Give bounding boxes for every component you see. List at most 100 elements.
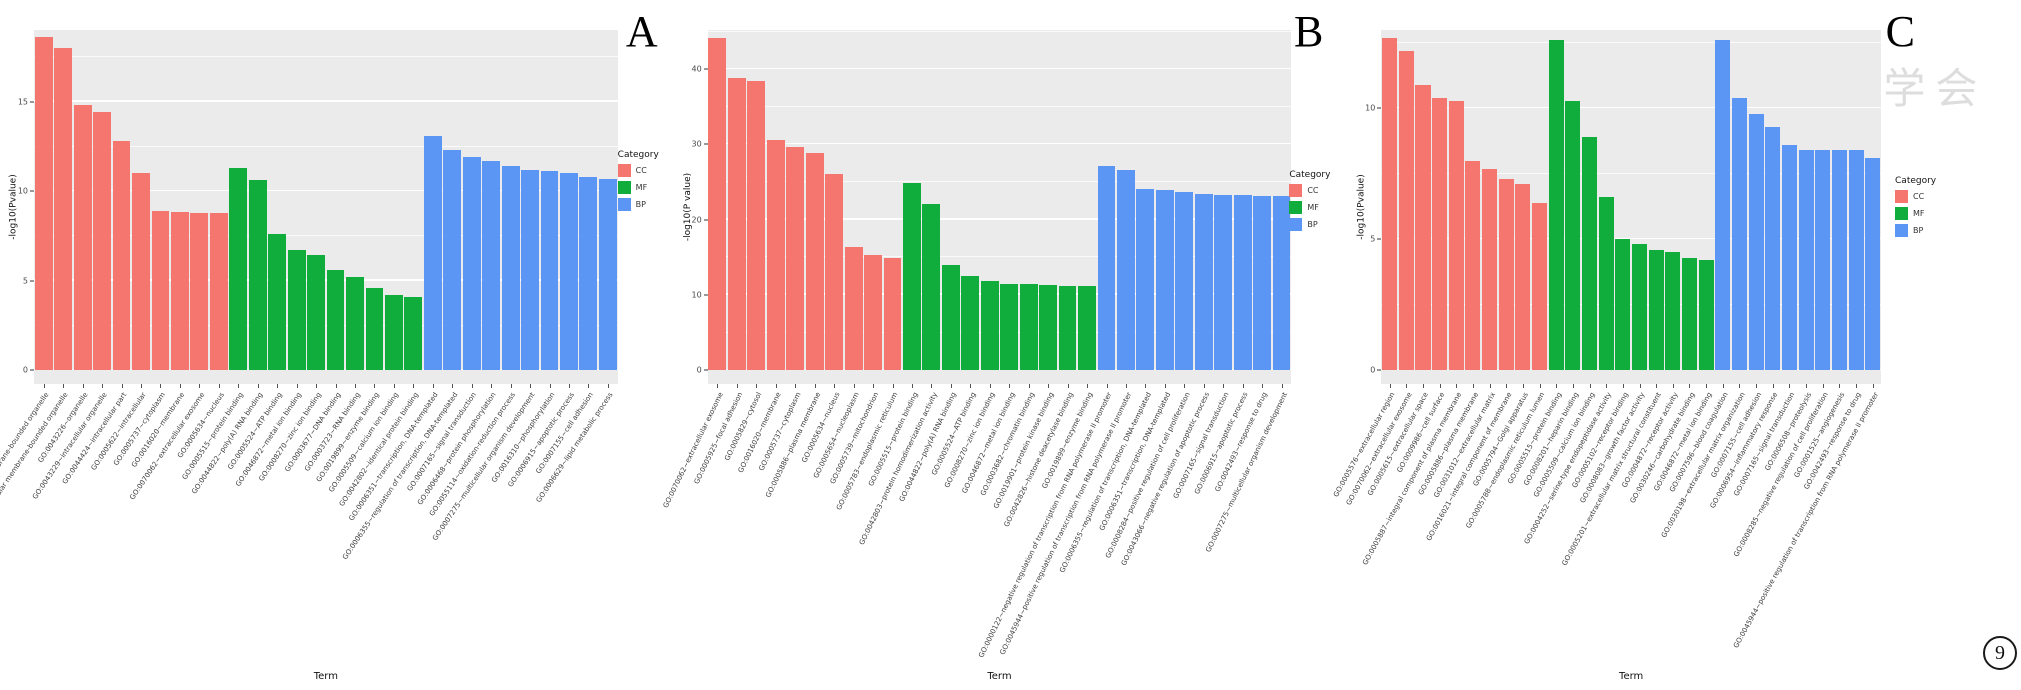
x-tick-mark	[121, 384, 123, 388]
x-tick-mark	[316, 384, 318, 388]
x-tick-mark	[43, 384, 45, 388]
gridline-minor	[707, 30, 1292, 32]
bar-cc	[209, 212, 228, 370]
x-tick-mark	[199, 384, 201, 388]
legend-swatch-bp	[617, 198, 631, 211]
bar-bp	[1214, 194, 1233, 370]
bar-mf	[1548, 40, 1564, 370]
legend-label: MF	[1913, 209, 1925, 218]
y-axis-title: -log10(Pvalue)	[8, 30, 20, 384]
x-tick-mark	[1164, 384, 1166, 388]
x-tick-mark	[1739, 384, 1741, 388]
gridline-major	[707, 293, 1292, 295]
bar-bp	[1116, 169, 1135, 370]
y-tick-label: 5	[1370, 234, 1376, 244]
x-tick-mark	[413, 384, 415, 388]
bar-cc	[883, 257, 902, 370]
bar-mf	[1665, 252, 1681, 370]
bar-bp	[560, 173, 578, 370]
x-tick-mark	[834, 384, 836, 388]
bar-mf	[922, 203, 941, 370]
gridline-major	[707, 67, 1292, 70]
bar-mf	[941, 265, 960, 370]
x-tick-mark	[530, 384, 532, 388]
x-axis-title: Term	[313, 671, 338, 682]
x-tick-mark	[1722, 384, 1724, 388]
x-tick-mark	[853, 384, 855, 388]
bar-mf	[961, 275, 980, 370]
legend-label: BP	[1913, 226, 1924, 235]
x-tick-mark	[238, 384, 240, 388]
legend-title: Category	[1289, 170, 1331, 180]
bar-bp	[1798, 150, 1814, 370]
x-tick-mark	[1689, 384, 1691, 388]
x-tick-mark	[1184, 384, 1186, 388]
legend: Category CC MF BP	[1895, 176, 1949, 241]
gridline-major	[34, 100, 618, 102]
legend-label: MF	[1307, 203, 1319, 212]
bar-bp	[1865, 158, 1881, 370]
x-tick-mark	[1281, 384, 1283, 388]
y-tick-mark	[703, 143, 708, 145]
x-tick-mark	[1556, 384, 1558, 388]
legend-title: Category	[617, 150, 659, 160]
bar-mf	[1698, 260, 1714, 370]
bar-bp	[1272, 195, 1291, 370]
x-tick-mark	[1472, 384, 1474, 388]
bar-cc	[844, 246, 863, 370]
bar-bp	[1155, 190, 1174, 370]
figure-number-badge: 9	[1983, 636, 2018, 670]
x-tick-mark	[160, 384, 162, 388]
y-tick-label: 20	[691, 215, 702, 225]
bar-bp	[579, 176, 598, 370]
legend-item-bp: BP	[1289, 218, 1343, 231]
y-axis-title-text: -log10(Pvalue)	[1356, 174, 1367, 240]
bar-mf	[268, 234, 287, 370]
bar-mf	[1681, 257, 1698, 370]
x-tick-mark	[814, 384, 816, 388]
bar-bp	[462, 157, 481, 370]
bar-mf	[1598, 197, 1614, 370]
plot-zone	[707, 30, 1292, 370]
chart-panel-b: -log10(P value) 0 10 20 30 40 GO:0070062~ext…	[661, 0, 1348, 690]
gridline-major	[707, 218, 1292, 220]
bar-mf	[287, 250, 306, 370]
x-tick-mark	[257, 384, 259, 388]
y-tick-mark	[703, 68, 708, 70]
bar-mf	[1058, 285, 1077, 370]
y-tick-label: 10	[17, 186, 28, 196]
plot-zone	[1381, 30, 1882, 370]
bar-bp	[443, 149, 462, 370]
y-axis-title-text: -log10(Pvalue)	[9, 174, 20, 240]
bar-bp	[540, 171, 559, 370]
panel-letter: B	[1293, 7, 1324, 56]
bar-bp	[1815, 150, 1831, 370]
x-tick-mark	[756, 384, 758, 388]
legend-item-cc: CC	[1289, 184, 1343, 197]
gridline-minor	[707, 256, 1292, 258]
x-tick-mark	[393, 384, 395, 388]
bar-mf	[1615, 239, 1631, 370]
bar-bp	[1715, 40, 1731, 370]
x-tick-label: GO:0045944~positive regulation of transc…	[998, 391, 1134, 657]
x-tick-mark	[795, 384, 797, 388]
gridline-minor	[707, 331, 1292, 333]
y-tick-mark	[30, 369, 34, 371]
legend-item-bp: BP	[1895, 224, 1949, 237]
bar-mf	[384, 294, 403, 370]
x-tick-mark	[452, 384, 454, 388]
legend-label: CC	[1307, 186, 1319, 195]
x-tick-mark	[1067, 384, 1069, 388]
bar-cc	[112, 140, 131, 370]
y-tick-label: 5	[22, 276, 28, 286]
x-tick-mark	[1223, 384, 1225, 388]
bar-cc	[1482, 168, 1498, 370]
legend-item-cc: CC	[1895, 190, 1949, 203]
x-tick-mark	[1622, 384, 1624, 388]
x-tick-mark	[1422, 384, 1424, 388]
bar-bp	[1731, 98, 1747, 370]
x-axis-labels: GO:0005576~extracellular region GO:007006…	[1332, 384, 1881, 664]
bar-cc	[93, 112, 112, 370]
y-axis-title: -log10(Pvalue)	[1355, 30, 1367, 384]
